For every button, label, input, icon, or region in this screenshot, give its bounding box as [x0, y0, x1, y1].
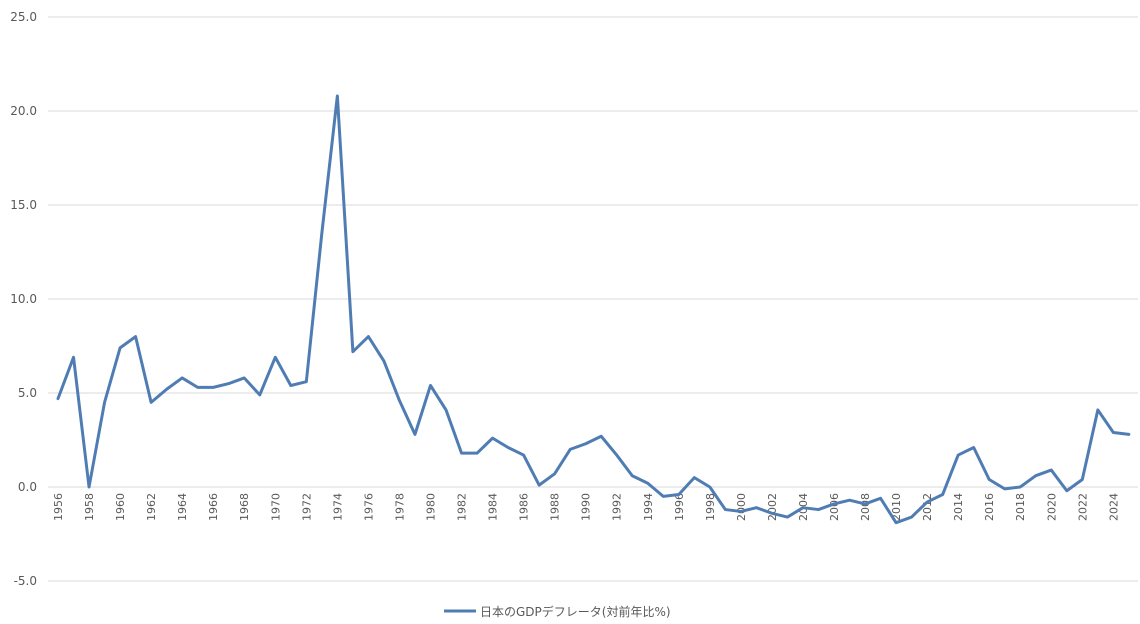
series-line	[56, 94, 1131, 525]
x-tick-label: 1970	[269, 493, 282, 521]
x-tick-label: 1982	[456, 493, 469, 521]
x-tick-label: 2024	[1107, 493, 1120, 521]
x-tick-label: 2000	[735, 493, 748, 521]
series-layer	[56, 94, 1131, 525]
x-axis: 1956 1958 1960 1962 1964 1966 1968 1970 1972 1974…	[52, 493, 1120, 521]
x-tick-label: 1960	[114, 493, 127, 521]
x-tick-label: 1956	[52, 493, 65, 521]
x-tick-label: 1988	[549, 493, 562, 521]
x-tick-label: 1984	[487, 493, 500, 521]
y-axis: 25.0 20.0 15.0 10.0 5.0 0.0 -5.0	[10, 10, 37, 588]
x-tick-label: 1992	[611, 493, 624, 521]
y-tick-label: 5.0	[18, 386, 37, 400]
x-tick-label: 1990	[580, 493, 593, 521]
x-tick-label: 2002	[766, 493, 779, 521]
x-tick-label: 1994	[642, 493, 655, 521]
x-tick-label: 2020	[1045, 493, 1058, 521]
y-tick-label: 20.0	[10, 104, 37, 118]
y-tick-label: 10.0	[10, 292, 37, 306]
y-tick-label: 0.0	[18, 480, 37, 494]
y-tick-label: 25.0	[10, 10, 37, 24]
x-tick-label: 1974	[331, 493, 344, 521]
x-tick-label: 1976	[362, 493, 375, 521]
x-tick-label: 1980	[424, 493, 437, 521]
y-grid	[48, 16, 1138, 582]
x-tick-label: 2010	[890, 493, 903, 521]
x-tick-label: 1996	[673, 493, 686, 521]
y-tick-label: -5.0	[14, 574, 37, 588]
x-tick-label: 2006	[828, 493, 841, 521]
legend: 日本のGDPデフレータ(対前年比%)	[444, 604, 671, 619]
x-tick-label: 2016	[983, 493, 996, 521]
x-tick-label: 1964	[176, 493, 189, 521]
x-tick-label: 1978	[393, 493, 406, 521]
x-tick-label: 1962	[145, 493, 158, 521]
x-tick-label: 2018	[1014, 493, 1027, 521]
x-tick-label: 1998	[704, 493, 717, 521]
x-tick-label: 2014	[952, 493, 965, 521]
x-tick-label: 2008	[859, 493, 872, 521]
x-tick-label: 1958	[83, 493, 96, 521]
x-tick-label: 2022	[1076, 493, 1089, 521]
x-tick-label: 1986	[518, 493, 531, 521]
x-tick-label: 1966	[207, 493, 220, 521]
y-tick-label: 15.0	[10, 198, 37, 212]
legend-label: 日本のGDPデフレータ(対前年比%)	[480, 604, 671, 619]
x-tick-label: 1972	[300, 493, 313, 521]
x-tick-label: 1968	[238, 493, 251, 521]
